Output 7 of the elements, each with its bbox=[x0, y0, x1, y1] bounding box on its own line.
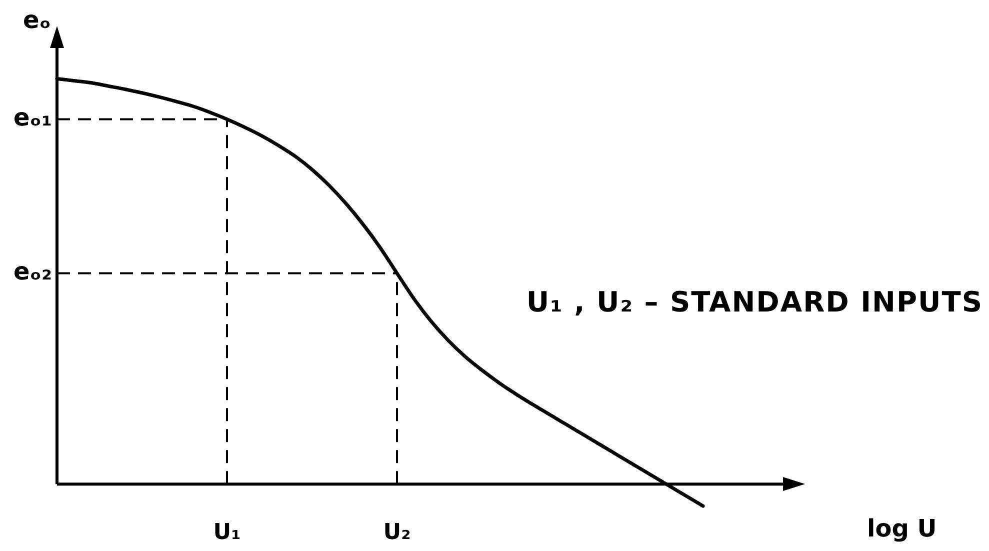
ref-line-label: eₒ₂ bbox=[14, 258, 52, 286]
x-tick-label: U₁ bbox=[213, 520, 241, 545]
y-axis-title: eₒ bbox=[23, 6, 51, 34]
x-tick-label: U₂ bbox=[383, 520, 411, 545]
x-axis-title: log U bbox=[867, 514, 937, 543]
ref-line-label: eₒ₁ bbox=[14, 103, 52, 132]
annotation: U₁ , U₂ – STANDARD INPUTS bbox=[526, 286, 983, 319]
